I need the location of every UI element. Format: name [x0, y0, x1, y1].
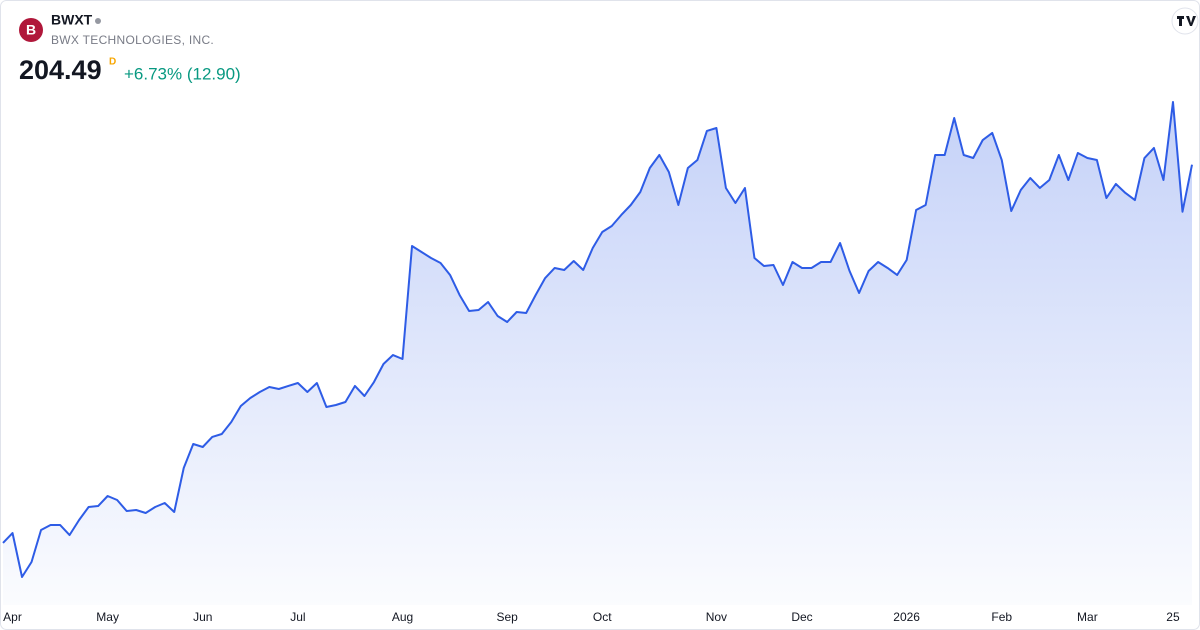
x-tick-label: Sep — [496, 610, 518, 624]
brand-logo — [1171, 7, 1199, 35]
price-line — [2, 100, 1193, 579]
brand-circle — [1171, 7, 1199, 35]
x-tick-label: May — [96, 610, 119, 624]
x-tick-label: 2026 — [893, 610, 920, 624]
x-tick-label: Oct — [593, 610, 612, 624]
x-tick-label: Dec — [791, 610, 812, 624]
area-fill — [3, 101, 1192, 605]
price: 204.49 — [19, 55, 102, 85]
x-tick-label: Mar — [1077, 610, 1098, 624]
plot: Apr May Jun Jul Aug Sep Oct Nov Dec 2026 Feb Mar 25 — [2, 100, 1193, 624]
x-tick-label: 25 — [1166, 610, 1180, 624]
x-tick-label: Jul — [290, 610, 305, 624]
x-tick-label: Jun — [193, 610, 212, 624]
change: +6.73% (12.90) — [124, 64, 241, 83]
ticker: BWXT — [51, 12, 93, 28]
interval: D — [109, 57, 116, 68]
x-tick-label: Aug — [392, 610, 413, 624]
status-dot — [95, 18, 101, 24]
brand-mark — [1177, 16, 1196, 26]
x-tick-label: Feb — [991, 610, 1012, 624]
company-name: BWX TECHNOLOGIES, INC. — [51, 33, 214, 47]
logo — [19, 18, 43, 42]
x-tick-label: Nov — [706, 610, 727, 624]
x-tick-label: Apr — [3, 610, 22, 624]
logo-letter: B — [26, 22, 36, 38]
